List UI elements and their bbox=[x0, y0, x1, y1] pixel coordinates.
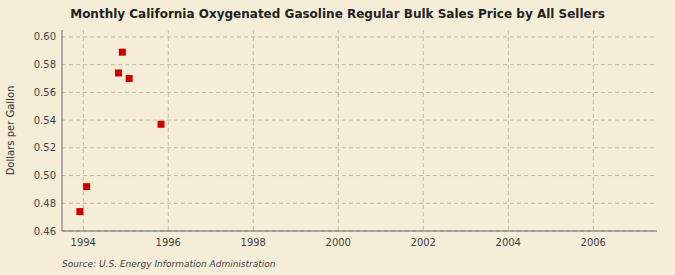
y-grid-line bbox=[62, 36, 657, 37]
y-tick-label: 0.54 bbox=[34, 115, 56, 126]
x-tick-label: 2004 bbox=[496, 237, 521, 248]
x-tick-label: 1996 bbox=[156, 237, 181, 248]
chart-container: Monthly California Oxygenated Gasoline R… bbox=[0, 0, 675, 275]
data-point bbox=[158, 121, 165, 128]
y-tick-label: 0.50 bbox=[34, 170, 56, 181]
y-tick-label: 0.56 bbox=[34, 87, 56, 98]
x-tick-label: 2000 bbox=[326, 237, 351, 248]
grid bbox=[62, 30, 657, 231]
data-point bbox=[126, 75, 133, 82]
y-grid-line bbox=[62, 175, 657, 176]
y-grid-line bbox=[62, 92, 657, 93]
data-point bbox=[83, 183, 90, 190]
y-grid-line bbox=[62, 147, 657, 148]
y-grid-line bbox=[62, 231, 657, 232]
data-point bbox=[76, 208, 83, 215]
y-tick-label: 0.60 bbox=[34, 31, 56, 42]
x-tick-label: 2006 bbox=[581, 237, 606, 248]
x-axis-line bbox=[62, 231, 657, 232]
x-grid-line bbox=[338, 30, 339, 231]
data-point bbox=[115, 69, 122, 76]
y-grid-line bbox=[62, 203, 657, 204]
x-grid-line bbox=[253, 30, 254, 231]
y-axis-label: Dollars per Gallon bbox=[5, 86, 16, 176]
y-tick-label: 0.58 bbox=[34, 59, 56, 70]
x-grid-line bbox=[593, 30, 594, 231]
y-grid-line bbox=[62, 120, 657, 121]
y-axis-line bbox=[62, 30, 63, 231]
chart-svg: Monthly California Oxygenated Gasoline R… bbox=[0, 0, 675, 275]
y-grid-line bbox=[62, 64, 657, 65]
x-grid-line bbox=[508, 30, 509, 231]
x-grid-line bbox=[83, 30, 84, 231]
y-tick-label: 0.46 bbox=[34, 226, 56, 237]
data-point bbox=[119, 49, 126, 56]
y-tick-label: 0.52 bbox=[34, 142, 56, 153]
x-grid-line bbox=[423, 30, 424, 231]
x-tick-label: 1998 bbox=[241, 237, 266, 248]
y-tick-label: 0.48 bbox=[34, 198, 56, 209]
axes: 0.46 0.48 0.50 0.52 0.54 0.56 0.58 0.60 1994 1996… bbox=[34, 30, 657, 248]
x-tick-label: 1994 bbox=[71, 237, 96, 248]
points bbox=[76, 49, 164, 215]
chart-title: Monthly California Oxygenated Gasoline R… bbox=[70, 7, 605, 21]
x-tick-label: 2002 bbox=[411, 237, 436, 248]
x-grid-line bbox=[168, 30, 169, 231]
source-note: Source: U.S. Energy Information Administ… bbox=[62, 259, 276, 269]
